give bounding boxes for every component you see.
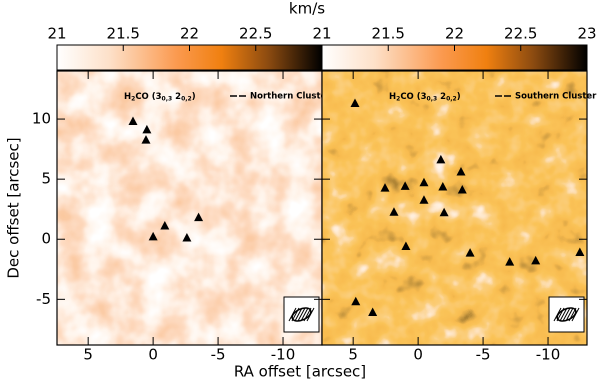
point [182,233,192,242]
beam-hatch [562,307,571,322]
point [438,181,448,191]
point [456,166,466,176]
beam-hatch [568,307,577,322]
point [368,307,378,317]
point [436,154,446,164]
point [148,231,158,241]
annotation-part: 0,2 [181,95,192,102]
annotation-part: ) [457,92,461,102]
beam-hatch [571,307,580,322]
annotation-part: 2 [396,95,400,102]
y-axis-label: Dec offset [arcsec] [5,137,23,278]
annotation-part: CO (3 [135,92,161,102]
colorbar-tick-label: 22.5 [239,25,272,43]
annotation: H2CO (30,3 20,2) [389,92,461,103]
colorbar-tick-label: 21.5 [107,25,140,43]
map-image [322,71,587,345]
point [350,98,360,107]
x-tick-label: -10 [271,346,296,364]
point [194,212,204,222]
x-tick-label: 0 [148,346,158,364]
annotation: H2CO (30,3 20,2) [124,92,196,103]
beam-hatch [553,307,562,322]
point [465,248,475,257]
y-tick-label: -5 [36,290,51,308]
plot-frame [321,70,588,346]
beam-hatch [288,307,297,322]
annotation-part: CO (3 [400,92,426,102]
point [505,257,515,266]
colorbar-tick-label: 22.5 [504,25,537,43]
beam-hatch [565,307,574,322]
x-axis-label: RA offset [arcsec] [234,363,366,381]
point [351,296,361,306]
y-tick-label: 5 [41,170,51,188]
map-image [57,71,322,345]
beam-hatch [300,307,309,322]
annotation-part: H [124,92,131,102]
point [419,177,429,187]
y-tick-label: 0 [41,230,51,248]
point [142,124,152,134]
x-tick-label: -10 [536,346,561,364]
colorbar-tick-label: 21 [312,25,331,43]
point [389,207,399,216]
x-tick-label: 5 [348,346,358,364]
x-tick-label: 0 [413,346,423,364]
point [141,135,151,144]
annotation-part: 2 [172,92,181,102]
beam-hatch [303,307,312,322]
annotation-part: 2 [437,92,446,102]
y-tick-label: 10 [32,110,51,128]
colorbar-tick-label: 22 [180,25,199,43]
annotation-label: Southern Cluster [515,92,597,102]
point [439,207,449,217]
x-tick-label: -5 [211,346,226,364]
annotation-part: 0,3 [427,95,438,102]
point [401,241,411,250]
point [128,116,138,125]
point [531,255,541,265]
annotation-part: H [389,92,396,102]
beam-hatch [294,307,303,322]
point [400,181,410,190]
x-tick-label: -5 [476,346,491,364]
annotation-part: 0,2 [446,95,457,102]
point [457,184,467,194]
beam-hatch [556,307,565,322]
point [380,183,390,192]
annotation-label: Northern Cluster [250,92,331,102]
colorbar-tick-label: 21.5 [372,25,405,43]
point [419,195,429,204]
x-tick-label: 5 [83,346,93,364]
annotation-part: 0,3 [162,95,173,102]
beam-hatch [559,307,568,322]
beam-hatch [297,307,306,322]
point [575,247,585,256]
annotation-part: ) [192,92,196,102]
point [160,221,170,230]
colorbar-tick-label: 21 [47,25,66,43]
colorbar-tick-label: 22 [445,25,464,43]
beam-hatch [306,307,315,322]
annotation-part: 2 [131,95,135,102]
colorbar-label: km/s [289,0,325,18]
beam-hatch [291,307,300,322]
colorbar-tick-label: 23 [577,25,596,43]
beam-box [283,296,320,333]
